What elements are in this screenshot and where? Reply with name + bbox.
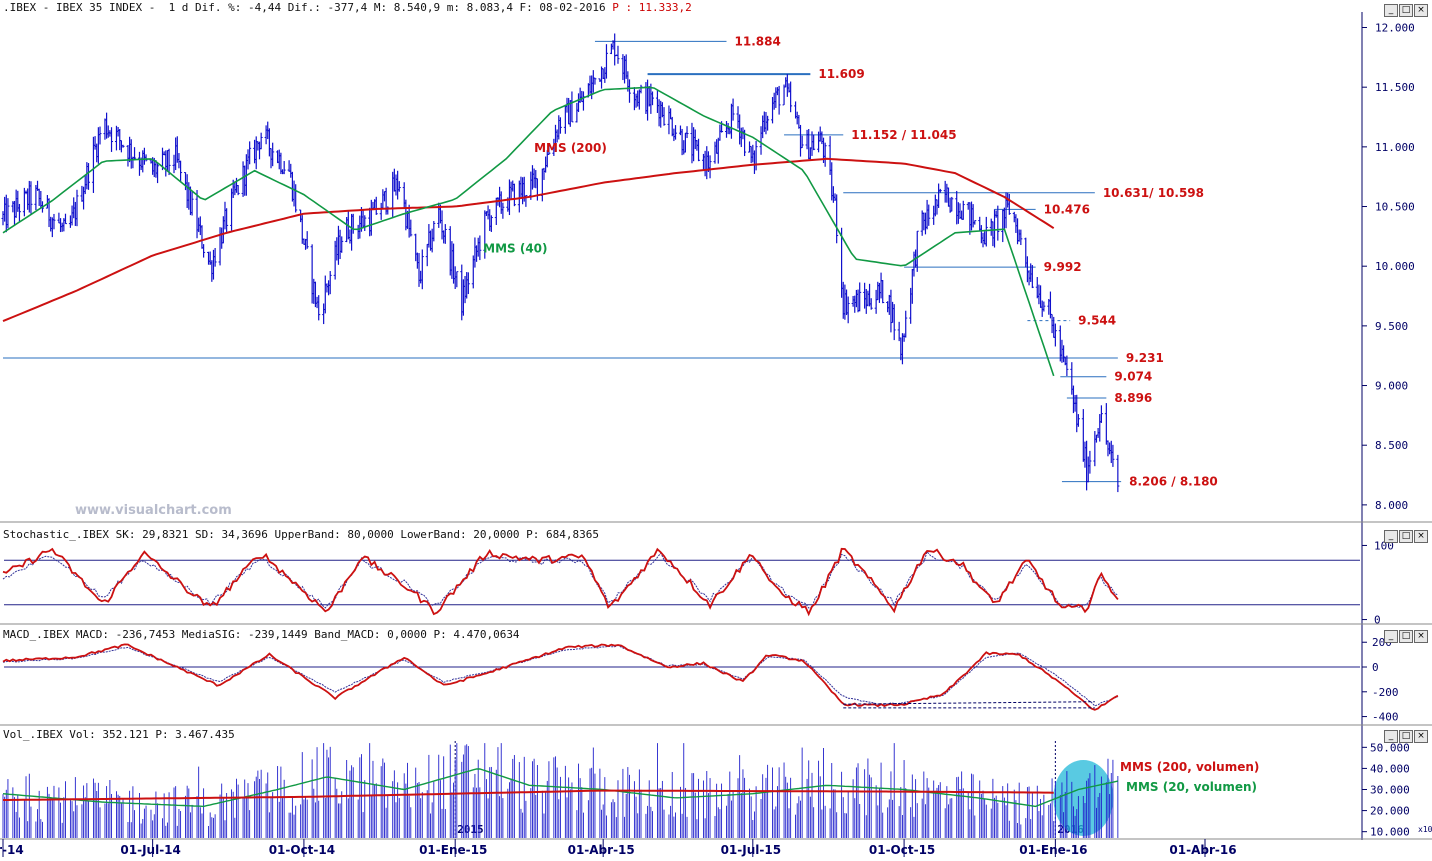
vol-tick-label: 30.000 [1370,784,1410,797]
x-tick-label: Abr-14 [0,843,24,857]
vol-mms200-line [3,789,1054,801]
vol-tick-label: 50.000 [1370,741,1410,754]
mms40-line [2,86,1055,377]
y-tick-label: 10.500 [1375,201,1415,214]
minimize-button[interactable]: _ [1384,530,1398,543]
vol-tick-label: 40.000 [1370,762,1410,775]
x-tick-label: 01-Ene-15 [419,843,487,857]
level-label: 10.631/ 10.598 [1103,186,1204,200]
level-label: 8.206 / 8.180 [1129,475,1218,489]
stoch-panel-buttons: _ □ × [1384,530,1428,543]
stoch-tick-label: 0 [1374,614,1381,627]
maximize-button[interactable]: □ [1399,630,1413,643]
series-label: MMS (40) [483,241,547,255]
x-tick-label: 01-Jul-15 [721,843,781,857]
stoch-sd-line [2,550,1119,609]
volume-series [2,743,1119,838]
x-tick-label: 01-Oct-15 [869,843,935,857]
level-label: 9.992 [1044,260,1082,274]
x-tick-label: 01-Jul-14 [120,843,180,857]
y-tick-label: 8.000 [1375,499,1408,512]
y-tick-label: 12.000 [1375,22,1415,35]
vol-mms200-label: MMS (200, volumen) [1120,760,1259,774]
y-tick-label: 9.500 [1375,320,1408,333]
minimize-button[interactable]: _ [1384,730,1398,743]
price-panel-header: .IBEX - IBEX 35 INDEX - 1 d Dif. %: -4,4… [3,1,692,14]
macd-panel-buttons: _ □ × [1384,630,1428,643]
macd-header-text: MACD_.IBEX MACD: -236,7453 MediaSIG: -23… [3,628,520,641]
macd-tick-label: -200 [1372,686,1399,699]
vol-multiplier: x10 [1418,825,1432,834]
watermark: www.visualchart.com [75,503,232,518]
stoch-header-text: Stochastic_.IBEX SK: 29,8321 SD: 34,3696… [3,528,600,541]
vol-panel-header: Vol_.IBEX Vol: 352.121 P: 3.467.435 [3,728,235,741]
vol-tick-label: 20.000 [1370,805,1410,818]
x-tick-label: 01-Abr-15 [568,843,635,857]
macd-panel-header: MACD_.IBEX MACD: -236,7453 MediaSIG: -23… [3,628,520,641]
macd-divergence-line [843,701,1095,705]
close-button[interactable]: × [1414,630,1428,643]
level-label: 8.896 [1114,391,1152,405]
level-label: 11.884 [735,34,781,48]
price-series [1,33,1120,493]
maximize-button[interactable]: □ [1399,4,1413,17]
close-button[interactable]: × [1414,730,1428,743]
level-label: 9.231 [1126,351,1164,365]
macd-line [2,643,1119,711]
macd-signal-line [2,644,1119,707]
level-label: 10.476 [1044,202,1090,216]
x-tick-label: 01-Oct-14 [269,843,335,857]
vol-mms20-label: MMS (20, volumen) [1126,780,1257,794]
price-panel-buttons: _ □ × [1384,4,1428,17]
y-tick-label: 8.500 [1375,439,1408,452]
y-tick-label: 11.500 [1375,81,1415,94]
level-label: 11.152 / 11.045 [851,128,956,142]
level-label: 11.609 [818,67,864,81]
mms200-line [2,157,1055,323]
maximize-button[interactable]: □ [1399,530,1413,543]
minimize-button[interactable]: _ [1384,4,1398,17]
vol-panel-buttons: _ □ × [1384,730,1428,743]
vol-header-text: Vol_.IBEX Vol: 352.121 P: 3.467.435 [3,728,235,741]
macd-tick-label: -400 [1372,711,1399,724]
macd-tick-label: 0 [1372,661,1379,674]
price-header-p: P : 11.333,2 [605,1,692,14]
axis-area [1362,0,1432,857]
close-button[interactable]: × [1414,4,1428,17]
vol-tick-label: 10.000 [1370,826,1410,839]
stoch-panel-header: Stochastic_.IBEX SK: 29,8321 SD: 34,3696… [3,528,599,541]
x-tick-label: 01-Ene-16 [1019,843,1087,857]
close-button[interactable]: × [1414,530,1428,543]
y-tick-label: 10.000 [1375,260,1415,273]
minimize-button[interactable]: _ [1384,630,1398,643]
series-label: MMS (200) [534,141,607,155]
level-label: 9.544 [1078,314,1116,328]
maximize-button[interactable]: □ [1399,730,1413,743]
stoch-sk-line [2,547,1119,617]
level-label: 9.074 [1114,370,1152,384]
price-header-text: .IBEX - IBEX 35 INDEX - 1 d Dif. %: -4,4… [3,1,606,14]
y-tick-label: 9.000 [1375,380,1408,393]
x-tick-label: 01-Abr-16 [1169,843,1236,857]
y-tick-label: 11.000 [1375,141,1415,154]
